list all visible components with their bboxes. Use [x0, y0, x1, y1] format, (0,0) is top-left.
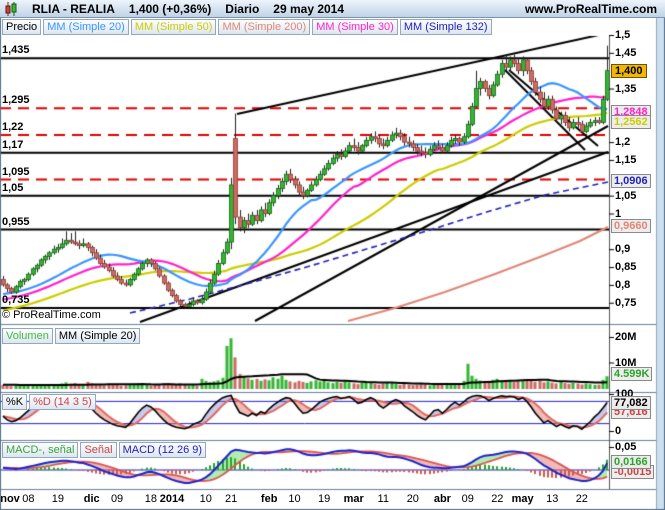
x-axis-label: 20 — [406, 493, 419, 505]
x-axis-label: 21 — [225, 493, 238, 505]
volume-legend-row: Volumen MM (Simple 20) — [2, 328, 141, 344]
price-right-tick: 1,35 — [615, 82, 637, 95]
legend-macd-signal[interactable]: Señal — [80, 442, 117, 458]
volume-value-label: 4.599K — [611, 367, 653, 381]
x-axis-label: dic — [83, 493, 100, 505]
legend-macd-line[interactable]: MACD (12 26 9) — [118, 442, 207, 458]
price-right-tick: 0,9 — [615, 243, 631, 256]
price-left-label: 0,735 — [2, 294, 30, 307]
legend-mm30[interactable]: MM (Simple 30) — [312, 19, 398, 35]
price-right-tick: 1,2 — [615, 136, 631, 149]
last-price-change: 1,400 (+0,36%) — [128, 1, 212, 16]
legend-mm20[interactable]: MM (Simple 20) — [43, 19, 129, 35]
macd-legend-row: MACD-, señal Señal MACD (12 26 9) — [2, 442, 207, 458]
price-right-tick: 1,45 — [615, 46, 637, 59]
price-right-tick: 1 — [615, 207, 622, 220]
price-right-tick: 1,5 — [615, 29, 631, 41]
copyright-text: © ProRealTime.com — [2, 309, 101, 321]
price-left-label: 1,22 — [2, 120, 24, 133]
price-right-tick: 1,05 — [615, 189, 637, 202]
price-right-tick: 0,8 — [615, 278, 631, 291]
ma-value-label: 0,9660 — [611, 218, 651, 233]
x-axis-label: mar — [343, 493, 364, 505]
chart-header: RLIA - REALIA 1,400 (+0,36%) Diario 29 m… — [0, 0, 665, 18]
legend-mm200[interactable]: MM (Simple 200) — [218, 19, 311, 35]
x-axis-label: 11 — [377, 493, 389, 505]
symbol-title: RLIA - REALIA — [32, 1, 115, 16]
legend-stoch-d[interactable]: %D (14 3 5) — [29, 394, 96, 410]
x-axis-label: 10 — [288, 493, 301, 505]
volume-tick: 10M — [615, 356, 637, 369]
legend-volume-mm20[interactable]: MM (Simple 20) — [54, 328, 141, 344]
stoch-k-label: 77,082 — [611, 396, 651, 410]
legend-stoch-k[interactable]: %K — [2, 394, 28, 410]
legend-volumen[interactable]: Volumen — [2, 328, 53, 344]
date-label: 29 may 2014 — [273, 1, 345, 16]
prorealtime-link[interactable]: www.ProRealTime.com — [524, 1, 657, 16]
x-axis-label: may — [511, 493, 534, 505]
volume-tick: 20M — [615, 331, 637, 343]
stoch-legend-row: %K %D (14 3 5) — [2, 394, 96, 410]
stoch-tick: 0 — [615, 425, 622, 437]
x-axis-label: 19 — [51, 493, 65, 505]
x-axis-label: 19 — [317, 493, 331, 505]
x-axis-label: 08 — [22, 493, 35, 505]
legend-precio[interactable]: Precio — [2, 19, 42, 35]
ma-value-label: 1,0906 — [611, 174, 651, 189]
x-axis-label: 10 — [199, 493, 212, 505]
price-left-label: 1,17 — [2, 138, 24, 151]
x-axis-label: nov — [0, 493, 20, 505]
ma-value-label: 1,2562 — [611, 115, 651, 130]
price-left-label: 1,05 — [2, 181, 24, 194]
x-axis-label: 2014 — [159, 493, 185, 505]
price-left-label: 1,295 — [2, 94, 30, 107]
legend-mm132[interactable]: MM (Simple 132) — [399, 19, 492, 35]
candlestick-icon — [5, 1, 17, 16]
price-legend-row: Precio MM (Simple 20) MM (Simple 50) MM … — [2, 19, 492, 35]
price-left-label: 1,095 — [2, 165, 30, 178]
x-axis-label: abr — [433, 493, 451, 505]
x-axis-label: 22 — [491, 493, 504, 505]
x-axis-label: 09 — [110, 493, 124, 505]
price-right-tick: 1,15 — [615, 153, 637, 166]
x-axis-label: feb — [260, 493, 278, 505]
last-price-label: 1,400 — [611, 63, 647, 78]
legend-mm50[interactable]: MM (Simple 50) — [130, 19, 217, 35]
timeframe-label[interactable]: Diario — [225, 1, 260, 16]
x-axis-label: 13 — [546, 493, 559, 505]
x-axis-label: 22 — [575, 493, 588, 505]
price-left-label: 0,955 — [2, 215, 30, 228]
x-axis-label: 09 — [461, 493, 474, 505]
price-right-tick: 0,85 — [615, 261, 637, 274]
price-left-label: 1,435 — [2, 44, 30, 57]
price-right-tick: 0,75 — [615, 296, 637, 309]
legend-macd-hist[interactable]: MACD-, señal — [2, 442, 79, 458]
macd-tick: 0,05 — [615, 441, 637, 453]
x-axis-label: 18 — [144, 493, 157, 505]
macd-hist-label: 0,0166 — [611, 455, 651, 469]
